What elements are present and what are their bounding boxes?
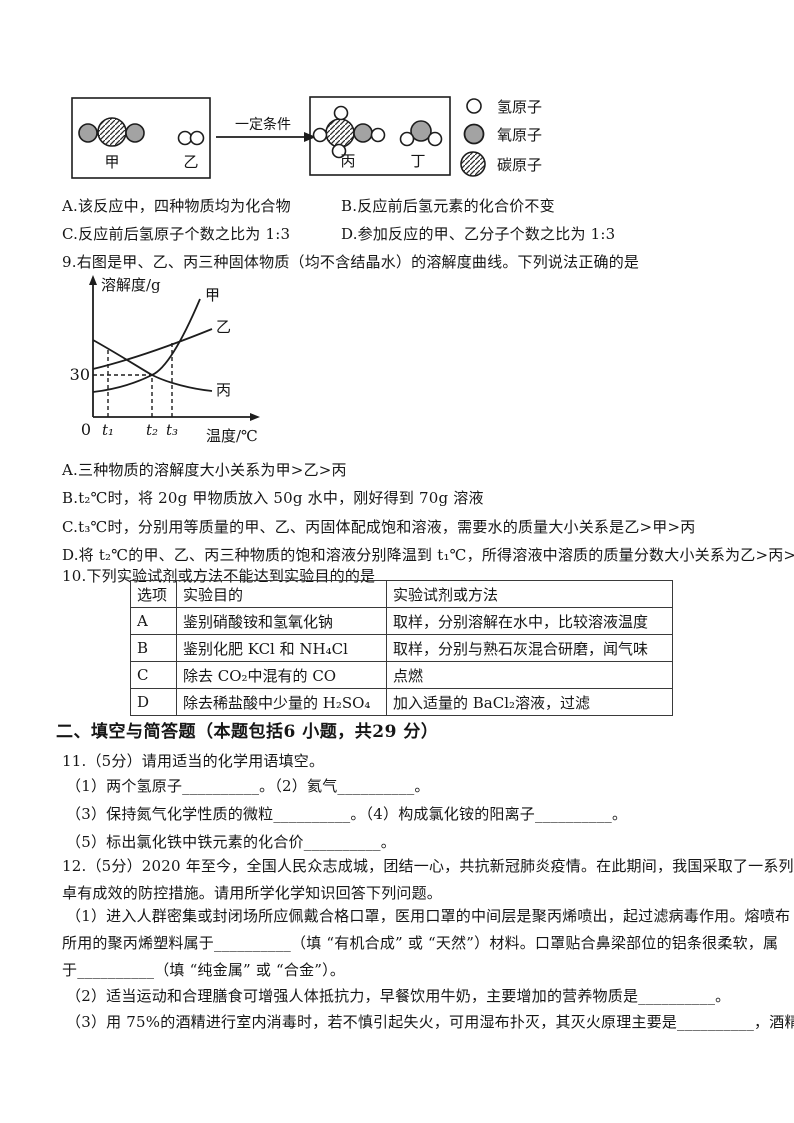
oxygen-atom-icon xyxy=(410,120,432,142)
carbon-atom-icon xyxy=(325,118,355,148)
carbon-atom-icon xyxy=(460,151,486,177)
q9-option-c: C.t₃℃时，分别用等质量的甲、乙、丙固体配成饱和溶液，需要水的质量大小关系是乙… xyxy=(62,518,696,536)
cell-option: D xyxy=(130,688,177,716)
q9-option-b: B.t₂℃时，将 20g 甲物质放入 50g 水中，刚好得到 70g 溶液 xyxy=(62,489,484,507)
oxygen-atom-icon xyxy=(125,123,145,143)
cell-goal: 鉴别硝酸铵和氢氧化钠 xyxy=(176,607,387,635)
solubility-chart: 溶解度/g 温度/℃ 30 0 t₁ t₂ t₃ 甲 乙 丙 xyxy=(70,275,260,445)
cell-option: B xyxy=(130,634,177,662)
q12-part2-line: （2）适当运动和合理膳食可增强人体抵抗力，早餐饮用牛奶，主要增加的营养物质是__… xyxy=(66,987,731,1005)
x-tick-t2: t₂ xyxy=(146,421,158,439)
q12-part3-line: （3）用 75%的酒精进行室内消毒时，若不慎引起失火，可用湿布扑灭，其灭火原理主… xyxy=(66,1013,794,1031)
cell-option: A xyxy=(130,607,177,635)
x-axis-arrow-icon xyxy=(250,413,260,421)
table-row: D 除去稀盐酸中少量的 H₂SO₄ 加入适量的 BaCl₂溶液，过滤 xyxy=(130,688,673,716)
y-axis-label: 溶解度/g xyxy=(101,276,161,294)
carbon-atom-icon xyxy=(97,117,127,147)
cell-option: C xyxy=(130,661,177,689)
cell-goal: 除去 CO₂中混有的 CO xyxy=(176,661,387,689)
table-row: A 鉴别硝酸铵和氢氧化钠 取样，分别溶解在水中，比较溶液温度 xyxy=(130,607,673,635)
col-header-method: 实验试剂或方法 xyxy=(386,580,673,608)
y-axis-arrow-icon xyxy=(89,275,97,285)
oxygen-atom-icon xyxy=(463,123,485,145)
cell-method: 取样，分别溶解在水中，比较溶液温度 xyxy=(386,607,673,635)
x-tick-t3: t₃ xyxy=(166,421,178,439)
x-tick-0: 0 xyxy=(81,420,91,439)
product-box xyxy=(309,96,451,176)
hydrogen-atom-icon xyxy=(333,105,349,121)
legend-oxygen-label: 氧原子 xyxy=(497,126,542,144)
q12-part1-line-3: 于__________（填 “纯金属” 或 “合金”）。 xyxy=(62,961,346,979)
legend-hydrogen-label: 氢原子 xyxy=(497,98,542,116)
hydrogen-atom-icon xyxy=(466,98,482,114)
y-tick-30: 30 xyxy=(70,365,90,384)
experiment-table: 选项 实验目的 实验试剂或方法 A 鉴别硝酸铵和氢氧化钠 取样，分别溶解在水中，… xyxy=(130,580,673,716)
molecule-label-ding: 丁 xyxy=(410,152,425,170)
q12-part1-line-2: 所用的聚丙烯塑料属于__________（填 “有机合成” 或 “天然”）材料。… xyxy=(62,934,779,952)
oxygen-atom-icon xyxy=(353,123,373,143)
x-axis-label: 温度/℃ xyxy=(206,427,258,445)
curve-label-bing: 丙 xyxy=(216,381,231,399)
molecule-label-yi: 乙 xyxy=(183,153,198,171)
cell-method: 取样，分别与熟石灰混合研磨，闻气味 xyxy=(386,634,673,662)
curve-yi xyxy=(92,328,213,370)
cell-goal: 鉴别化肥 KCl 和 NH₄Cl xyxy=(176,634,387,662)
hydrogen-atom-icon xyxy=(427,131,443,147)
col-header-goal: 实验目的 xyxy=(176,580,387,608)
molecule-label-jia: 甲 xyxy=(104,153,119,171)
q11-stem: 11.（5分）请用适当的化学用语填空。 xyxy=(62,752,325,770)
q12-part1-line-1: （1）进入人群密集或封闭场所应佩戴合格口罩，医用口罩的中间层是聚丙烯喷出，起过滤… xyxy=(66,907,791,925)
q8-option-b: B.反应前后氢元素的化合价不变 xyxy=(341,197,555,215)
q9-stem: 9.右图是甲、乙、丙三种固体物质（均不含结晶水）的溶解度曲线。下列说法正确的是 xyxy=(62,253,640,271)
q12-stem-line-1: 12.（5分）2020 年至今，全国人民众志成城，团结一心，共抗新冠肺炎疫情。在… xyxy=(62,857,794,875)
hydrogen-atom-icon xyxy=(189,130,205,146)
x-tick-t1: t₁ xyxy=(102,421,114,439)
curve-label-jia: 甲 xyxy=(205,286,220,304)
q8-option-a: A.该反应中，四种物质均为化合物 xyxy=(62,197,291,215)
molecule-label-bing: 丙 xyxy=(340,152,355,170)
curve-label-yi: 乙 xyxy=(216,318,231,336)
hydrogen-atom-icon xyxy=(331,143,347,159)
cell-goal: 除去稀盐酸中少量的 H₂SO₄ xyxy=(176,688,387,716)
q8-option-c: C.反应前后氢原子个数之比为 1:3 xyxy=(62,225,291,243)
curve-jia xyxy=(92,298,201,393)
hydrogen-atom-icon xyxy=(399,131,415,147)
reactant-box xyxy=(71,97,211,179)
cell-method: 点燃 xyxy=(386,661,673,689)
hydrogen-atom-icon xyxy=(177,130,193,146)
q11-blank-line-1: （1）两个氢原子__________。（2）氦气__________。 xyxy=(66,777,430,795)
reaction-diagram: 甲 乙 一定条件 丙 丁 氢原子 氧原子 碳原子 xyxy=(71,96,542,179)
q12-stem-line-2: 卓有成效的防控措施。请用所学化学知识回答下列问题。 xyxy=(62,884,443,902)
hydrogen-atom-icon xyxy=(312,127,328,143)
oxygen-atom-icon xyxy=(78,123,98,143)
q8-option-d: D.参加反应的甲、乙分子个数之比为 1:3 xyxy=(341,225,616,243)
table-row: C 除去 CO₂中混有的 CO 点燃 xyxy=(130,661,673,689)
q11-blank-line-2: （3）保持氮气化学性质的微粒__________。（4）构成氯化铵的阳离子___… xyxy=(66,805,628,823)
q9-option-a: A.三种物质的溶解度大小关系为甲>乙>丙 xyxy=(62,461,347,479)
table-row: B 鉴别化肥 KCl 和 NH₄Cl 取样，分别与熟石灰混合研磨，闻气味 xyxy=(130,634,673,662)
section-2-heading: 二、填空与简答题（本题包括6 小题，共29 分） xyxy=(56,722,439,742)
q11-blank-line-3: （5）标出氯化铁中铁元素的化合价__________。 xyxy=(66,833,396,851)
hydrogen-atom-icon xyxy=(370,127,386,143)
arrow-condition-label: 一定条件 xyxy=(235,116,291,133)
legend-carbon-label: 碳原子 xyxy=(497,156,542,174)
cell-method: 加入适量的 BaCl₂溶液，过滤 xyxy=(386,688,673,716)
curve-bing xyxy=(92,339,213,392)
q9-option-d: D.将 t₂℃的甲、乙、丙三种物质的饱和溶液分别降温到 t₁℃，所得溶液中溶质的… xyxy=(62,546,794,564)
table-header-row: 选项 实验目的 实验试剂或方法 xyxy=(130,580,673,608)
col-header-option: 选项 xyxy=(130,580,177,608)
